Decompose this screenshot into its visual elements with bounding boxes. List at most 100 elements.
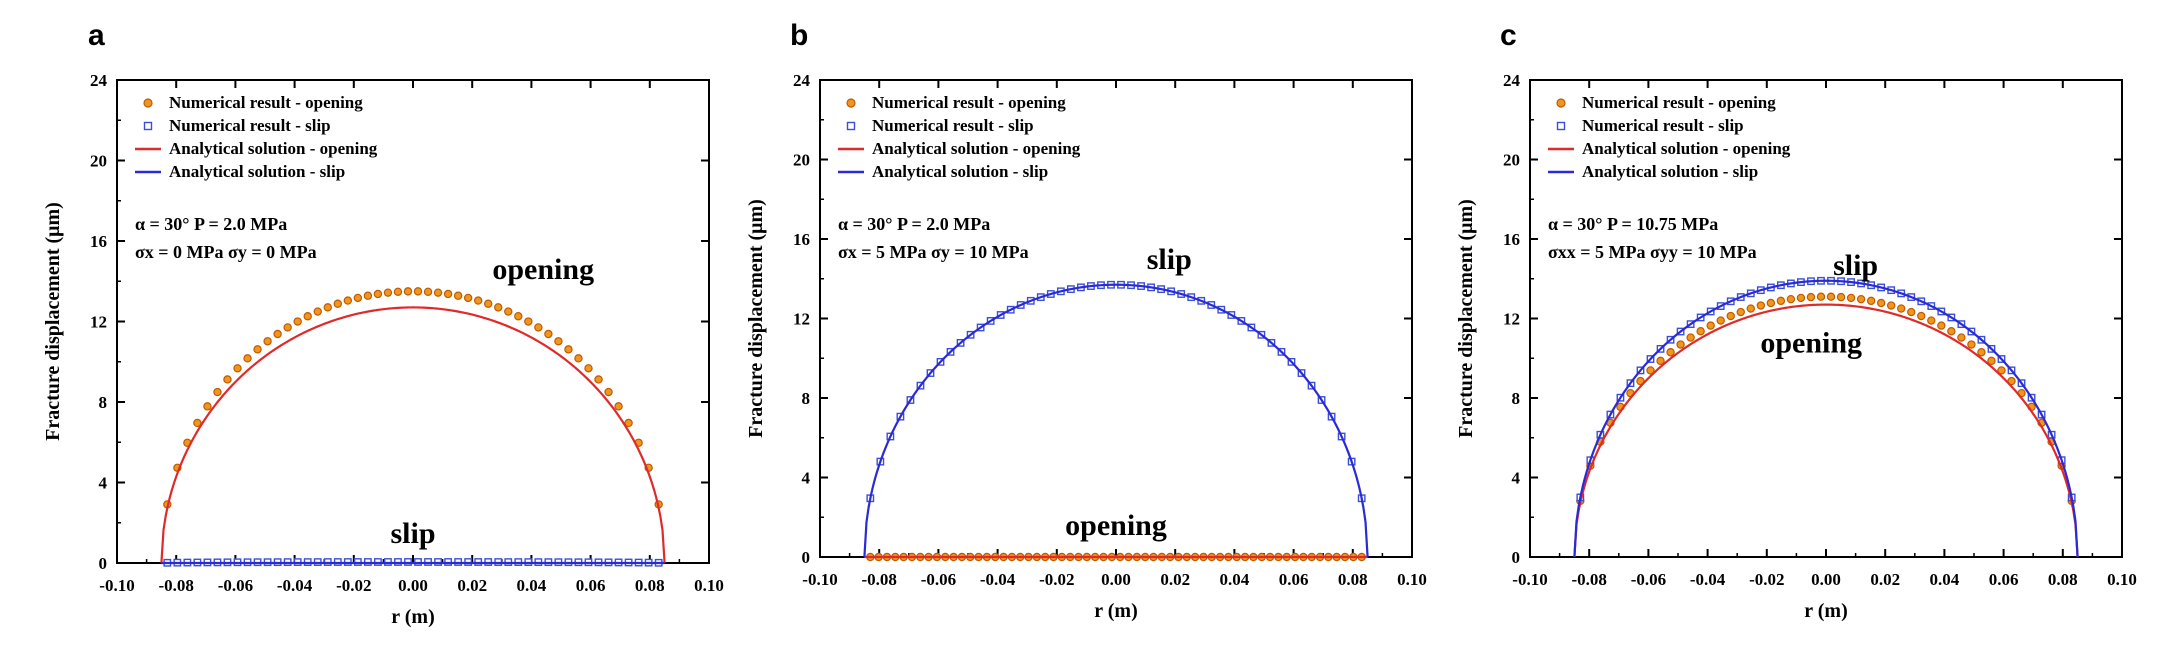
y-tick-label: 12 xyxy=(1503,310,1520,329)
data-point-circle xyxy=(393,287,403,296)
data-point-circle xyxy=(504,307,513,316)
annotation-opening: opening xyxy=(492,253,594,286)
data-point-circle xyxy=(574,354,583,363)
x-tick-label: 0.08 xyxy=(1338,570,1368,589)
series-numerical-result-opening xyxy=(163,287,663,509)
legend-label: Numerical result - slip xyxy=(1582,116,1744,135)
y-axis-title: Fracture displacement (μm) xyxy=(745,199,767,438)
data-point-circle xyxy=(263,337,272,346)
data-point-circle xyxy=(1826,292,1836,301)
x-tick-label: -0.06 xyxy=(218,576,253,595)
x-tick-label: 0.04 xyxy=(517,576,547,595)
y-tick-label: 20 xyxy=(793,151,810,170)
panel-letter: a xyxy=(88,19,105,52)
data-point-circle xyxy=(1927,316,1936,325)
data-point-circle xyxy=(1886,301,1896,310)
y-tick-label: 0 xyxy=(802,548,811,567)
data-point-circle xyxy=(564,345,573,354)
y-tick-label: 20 xyxy=(1503,151,1520,170)
x-tick-label: 0.02 xyxy=(1160,570,1190,589)
data-point-circle xyxy=(1706,321,1715,330)
parameter-text: σx = 0 MPa σy = 0 MPa xyxy=(135,242,317,262)
legend-square-swatch xyxy=(846,121,856,131)
data-point-circle xyxy=(273,329,282,339)
data-point-circle xyxy=(423,287,433,296)
data-point-circle xyxy=(1907,307,1916,317)
y-tick-label: 24 xyxy=(90,71,108,90)
data-point-circle xyxy=(313,307,322,316)
data-point-circle xyxy=(203,402,212,411)
data-point-circle xyxy=(383,288,393,297)
legend-label: Analytical solution - slip xyxy=(169,162,345,181)
y-tick-label: 12 xyxy=(90,313,107,332)
data-point-circle xyxy=(1786,294,1796,304)
data-point-circle xyxy=(1686,333,1695,342)
panel-a: a -0.10 -0.08 -0.06 -0.04 -0.02 0.00 0.02 0.04 0.… xyxy=(42,19,724,628)
data-point-circle xyxy=(494,303,503,312)
annotation-slip: slip xyxy=(1833,249,1878,282)
x-tick-label: -0.04 xyxy=(1690,570,1726,589)
series-analytical-solution-opening xyxy=(160,306,666,564)
panel-letter: b xyxy=(790,19,808,52)
y-tick-label: 24 xyxy=(793,71,811,90)
y-tick-label: 8 xyxy=(1512,389,1521,408)
data-point-circle xyxy=(1666,348,1675,357)
y-tick-label: 8 xyxy=(99,393,108,412)
legend-label: Analytical solution - opening xyxy=(1582,139,1791,158)
y-tick-label: 12 xyxy=(793,310,810,329)
data-point-circle xyxy=(1696,327,1705,336)
series-line xyxy=(863,283,1369,558)
legend-label: Analytical solution - slip xyxy=(1582,162,1758,181)
x-tick-label: -0.06 xyxy=(1631,570,1666,589)
data-point-circle xyxy=(443,289,453,299)
data-point-circle xyxy=(1796,293,1806,303)
annotation-opening: opening xyxy=(1065,509,1167,542)
data-point-circle xyxy=(453,291,463,300)
data-point-circle xyxy=(1897,304,1906,313)
data-point-circle xyxy=(614,402,623,411)
parameter-text: σxx = 5 MPa σyy = 10 MPa xyxy=(1548,242,1757,262)
x-tick-label: -0.10 xyxy=(99,576,134,595)
data-point-circle xyxy=(1756,301,1766,310)
data-point-circle xyxy=(333,299,342,308)
x-tick-label: 0.10 xyxy=(2107,570,2137,589)
x-tick-label: 0.00 xyxy=(1101,570,1131,589)
y-tick-label: 8 xyxy=(802,389,811,408)
data-point-circle xyxy=(253,345,262,354)
data-point-circle xyxy=(373,289,383,299)
x-tick-label: 0.06 xyxy=(1989,570,2019,589)
legend-label: Numerical result - slip xyxy=(169,116,331,135)
data-point-circle xyxy=(233,364,242,373)
x-tick-label: -0.02 xyxy=(1039,570,1074,589)
data-point-circle xyxy=(1726,311,1735,321)
data-point-circle xyxy=(1846,293,1856,303)
data-point-circle xyxy=(193,418,202,428)
y-tick-label: 4 xyxy=(99,474,108,493)
data-point-circle xyxy=(213,387,222,397)
series-analytical-solution-slip xyxy=(863,283,1369,558)
data-point-circle xyxy=(1716,316,1725,325)
series-analytical-solution-slip xyxy=(1573,279,2079,558)
data-point-circle xyxy=(1876,298,1886,308)
data-point-circle xyxy=(463,293,473,303)
data-point-circle xyxy=(484,299,493,308)
y-tick-label: 24 xyxy=(1503,71,1521,90)
data-point-circle xyxy=(1866,296,1876,306)
y-tick-label: 20 xyxy=(90,152,107,171)
data-point-circle xyxy=(534,323,543,332)
data-point-circle xyxy=(544,329,553,339)
x-tick-label: 0.04 xyxy=(1930,570,1960,589)
x-tick-label: 0.02 xyxy=(1870,570,1900,589)
data-point-circle xyxy=(1656,356,1665,366)
x-axis-title: r (m) xyxy=(1094,600,1138,622)
legend-label: Numerical result - opening xyxy=(169,93,363,112)
data-point-circle xyxy=(1676,340,1685,349)
data-point-circle xyxy=(1766,298,1776,308)
data-point-circle xyxy=(584,364,593,373)
y-axis-title: Fracture displacement (μm) xyxy=(42,202,64,441)
y-tick-label: 0 xyxy=(1512,548,1521,567)
legend-label: Numerical result - opening xyxy=(872,93,1066,112)
legend-circle-swatch xyxy=(1556,98,1566,108)
parameter-text: σx = 5 MPa σy = 10 MPa xyxy=(838,242,1029,262)
